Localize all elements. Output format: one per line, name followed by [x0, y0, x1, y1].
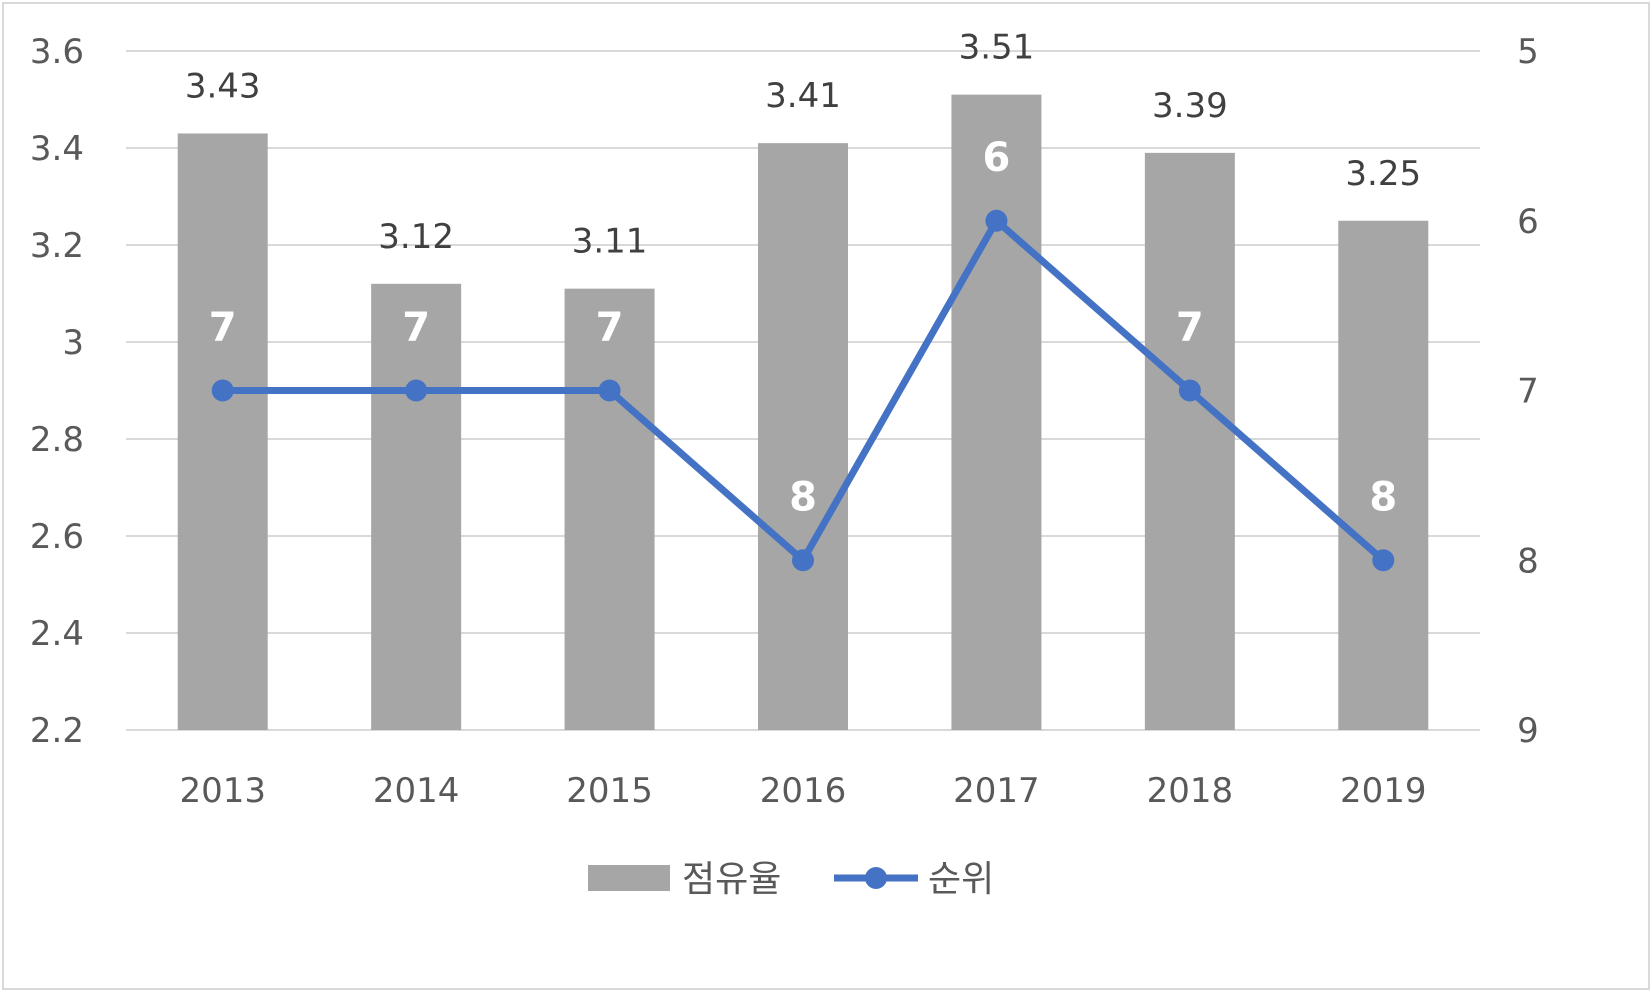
bar-2018: [1144, 152, 1235, 731]
rank-value-label: 6: [983, 135, 1011, 181]
data-labels: 3.43 3.12 3.11 3.41 3.51 3.39 3.25 7 7 7 8 6 7 8: [185, 28, 1421, 521]
x-category-label: 2016: [760, 771, 847, 811]
line-series: [211, 209, 1395, 572]
x-category-label: 2014: [373, 771, 460, 811]
y-left-tick-label: 3.2: [30, 226, 84, 266]
bar-2016: [758, 143, 848, 730]
y-left-tick-label: 2.4: [30, 614, 84, 654]
x-category-label: 2013: [179, 771, 266, 811]
axes: 2.2 2.4 2.6 2.8 3 3.2 3.4 3.6 5 6 7 8 9 2013 2014 2015 2…: [30, 32, 1539, 811]
y-right-tick-label: 8: [1517, 541, 1539, 581]
y-right-tick-label: 5: [1517, 32, 1539, 72]
x-category-label: 2018: [1147, 771, 1234, 811]
bar-value-label: 3.12: [378, 217, 454, 257]
bar-series: [177, 94, 1429, 731]
bar-2017: [951, 94, 1042, 730]
rank-value-label: 8: [1369, 474, 1397, 520]
legend-bar-label: 점유율: [682, 859, 781, 900]
y-left-tick-label: 2.6: [30, 517, 84, 557]
rank-value-label: 7: [209, 305, 237, 351]
bar-2013: [177, 133, 268, 730]
rank-value-label: 7: [402, 305, 430, 351]
y-right-tick-label: 7: [1517, 372, 1539, 412]
bar-value-label: 3.41: [765, 76, 841, 116]
rank-point-2013: [211, 379, 234, 402]
bar-2015: [564, 288, 655, 730]
rank-point-2018: [1178, 379, 1201, 402]
legend-line-label: 순위: [928, 859, 994, 900]
y-left-tick-label: 3.4: [30, 129, 84, 169]
x-category-label: 2017: [953, 771, 1040, 811]
legend-line-marker: [865, 867, 887, 889]
rank-point-2017: [985, 209, 1008, 232]
rank-point-2019: [1372, 549, 1395, 572]
bar-value-label: 3.51: [959, 28, 1035, 68]
y-left-tick-label: 3.6: [30, 32, 84, 72]
rank-value-label: 7: [596, 305, 624, 351]
y-left-tick-label: 3: [62, 323, 84, 363]
rank-value-label: 7: [1176, 305, 1204, 351]
bar-value-label: 3.43: [185, 66, 261, 106]
legend-bar-swatch: [588, 865, 670, 891]
y-left-tick-label: 2.2: [30, 711, 84, 751]
bar-value-label: 3.25: [1345, 154, 1421, 194]
y-left-tick-label: 2.8: [30, 420, 84, 460]
x-category-label: 2015: [566, 771, 653, 811]
bar-value-label: 3.11: [572, 222, 648, 262]
x-category-label: 2019: [1340, 771, 1427, 811]
rank-point-2016: [792, 549, 814, 572]
bar-value-label: 3.39: [1152, 86, 1228, 126]
rank-point-2014: [405, 379, 428, 402]
bar-2014: [371, 283, 462, 730]
legend: 점유율 순위: [588, 859, 994, 900]
rank-value-label: 8: [789, 474, 817, 520]
y-right-tick-label: 9: [1517, 711, 1539, 751]
rank-point-2015: [598, 379, 621, 402]
y-right-tick-label: 6: [1517, 202, 1539, 242]
bar-2019: [1338, 220, 1429, 730]
